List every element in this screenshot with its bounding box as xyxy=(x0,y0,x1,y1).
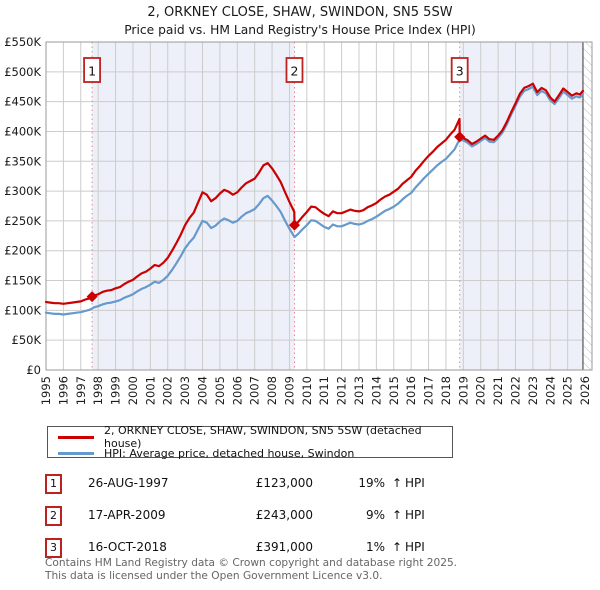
chart-legend: 2, ORKNEY CLOSE, SHAW, SWINDON, SN5 5SW … xyxy=(47,424,453,461)
x-axis-tick-label: 2026 xyxy=(578,376,592,405)
hpi-line xyxy=(44,85,585,316)
x-axis-tick-label: 2023 xyxy=(526,376,540,405)
blue-line-swatch xyxy=(58,451,94,455)
x-axis-tick-label: 2016 xyxy=(404,376,418,405)
table-row: 3 16-OCT-2018 £391,000 1% ↑ HPI xyxy=(45,535,565,567)
sale-price: £123,000 xyxy=(255,476,313,490)
x-axis-tick-label: 2006 xyxy=(230,376,244,405)
table-row: 1 26-AUG-1997 £123,000 19% ↑ HPI xyxy=(45,471,565,503)
price-chart: 1 2 3 £0 £50K £100K £150K £200K £250K £300K £350K £… xyxy=(4,35,593,405)
ownership-band xyxy=(92,42,295,370)
legend-item-hpi: HPI: Average price, detached house, Swin… xyxy=(56,445,452,461)
x-axis-tick-label: 2017 xyxy=(422,376,436,405)
future-region-hatch xyxy=(582,42,592,370)
x-axis-tick-label: 2008 xyxy=(265,376,279,405)
hpi-percent: 9% xyxy=(365,508,385,522)
sale-point-marker xyxy=(454,131,466,143)
y-axis-tick-label: £400K xyxy=(4,124,41,138)
hpi-percent: 1% xyxy=(365,540,385,554)
hpi-label: HPI xyxy=(405,476,425,490)
x-axis-tick-label: 2013 xyxy=(352,376,366,405)
y-axis-tick-label: £0 xyxy=(26,363,41,377)
y-axis-tick-label: £300K xyxy=(4,184,41,198)
hpi-label: HPI xyxy=(405,508,425,522)
x-axis-tick-label: 2019 xyxy=(456,376,470,405)
x-axis-tick-label: 2002 xyxy=(161,376,175,405)
license-footer: Contains HM Land Registry data © Crown c… xyxy=(45,557,585,582)
footer-line1: Contains HM Land Registry data © Crown c… xyxy=(45,557,458,569)
x-axis-tick-label: 2011 xyxy=(317,376,331,405)
x-axis-tick-label: 2003 xyxy=(178,376,192,405)
y-axis-tick-label: £100K xyxy=(4,303,41,317)
x-axis-tick-label: 2020 xyxy=(474,376,488,405)
x-axis-tick-label: 2007 xyxy=(248,376,262,405)
plot-border xyxy=(45,41,593,371)
y-axis-tick-label: £550K xyxy=(4,35,41,49)
x-axis-tick-label: 2009 xyxy=(282,376,296,405)
up-arrow-icon: ↑ xyxy=(391,508,403,522)
sale-price: £243,000 xyxy=(255,508,313,522)
footer-line2: This data is licensed under the Open Gov… xyxy=(45,569,383,582)
red-line-swatch xyxy=(58,435,94,439)
y-axis-tick-label: £150K xyxy=(4,274,41,288)
legend-label: 2, ORKNEY CLOSE, SHAW, SWINDON, SN5 5SW … xyxy=(104,424,422,450)
table-row: 2 17-APR-2009 £243,000 9% ↑ HPI xyxy=(45,503,565,535)
x-axis-tick-label: 1998 xyxy=(91,376,105,405)
x-axis-tick-label: 2001 xyxy=(143,376,157,405)
sale-number-text: 1 xyxy=(88,64,96,79)
sale-number-text: 2 xyxy=(291,64,299,79)
x-axis-tick-label: 2014 xyxy=(369,376,383,405)
sale-number-badge: 2 xyxy=(45,506,62,526)
legend-label: HPI: Average price, detached house, Swin… xyxy=(104,446,355,460)
hpi-percent: 19% xyxy=(358,476,385,490)
sale-number-box xyxy=(450,57,469,83)
sale-point-marker xyxy=(86,291,98,303)
x-axis-tick-label: 2005 xyxy=(213,376,227,405)
transactions-table: 1 26-AUG-1997 £123,000 19% ↑ HPI 2 17-AP… xyxy=(45,471,565,567)
x-axis-tick-label: 2022 xyxy=(508,376,522,405)
y-axis-tick-label: £500K xyxy=(4,65,41,79)
x-axis-tick-label: 1995 xyxy=(39,376,53,405)
sale-number-text: 3 xyxy=(456,64,464,79)
page-subtitle: Price paid vs. HM Land Registry's House … xyxy=(124,23,476,37)
x-axis-tick-label: 1997 xyxy=(74,376,88,405)
sale-number-box xyxy=(83,57,101,83)
x-axis-tick-label: 2010 xyxy=(300,376,314,405)
sale-date: 16-OCT-2018 xyxy=(88,540,167,554)
x-axis-tick-label: 2025 xyxy=(561,376,575,405)
y-axis-tick-label: £450K xyxy=(4,95,41,109)
x-axis-tick-label: 2004 xyxy=(195,376,209,405)
y-axis-tick-label: £250K xyxy=(4,214,41,228)
x-axis-tick-label: 1999 xyxy=(109,376,123,405)
y-axis-tick-label: £200K xyxy=(4,244,41,258)
sale-price: £391,000 xyxy=(255,540,313,554)
legend-item-property: 2, ORKNEY CLOSE, SHAW, SWINDON, SN5 5SW … xyxy=(56,424,452,450)
x-axis-tick-label: 1996 xyxy=(56,376,70,405)
sale-number-badge: 3 xyxy=(45,538,62,558)
sale-number-box xyxy=(285,57,304,83)
sale-number-badge: 1 xyxy=(45,474,62,494)
x-axis-tick-label: 2000 xyxy=(126,376,140,405)
up-arrow-icon: ↑ xyxy=(391,476,403,490)
x-axis-tick-label: 2018 xyxy=(439,376,453,405)
up-arrow-icon: ↑ xyxy=(391,540,403,554)
page-title: 2, ORKNEY CLOSE, SHAW, SWINDON, SN5 5SW xyxy=(147,5,453,20)
property-price-line xyxy=(44,82,585,305)
x-axis-tick-label: 2012 xyxy=(335,376,349,405)
y-axis-tick-label: £350K xyxy=(4,154,41,168)
x-axis-tick-label: 2024 xyxy=(543,376,557,405)
x-axis-tick-label: 2021 xyxy=(491,376,505,405)
x-axis-tick-label: 2015 xyxy=(387,376,401,405)
sale-date: 17-APR-2009 xyxy=(88,508,166,522)
sale-point-marker xyxy=(288,219,300,231)
sale-date: 26-AUG-1997 xyxy=(88,476,169,490)
y-axis-tick-label: £50K xyxy=(12,333,42,347)
hpi-label: HPI xyxy=(405,540,425,554)
